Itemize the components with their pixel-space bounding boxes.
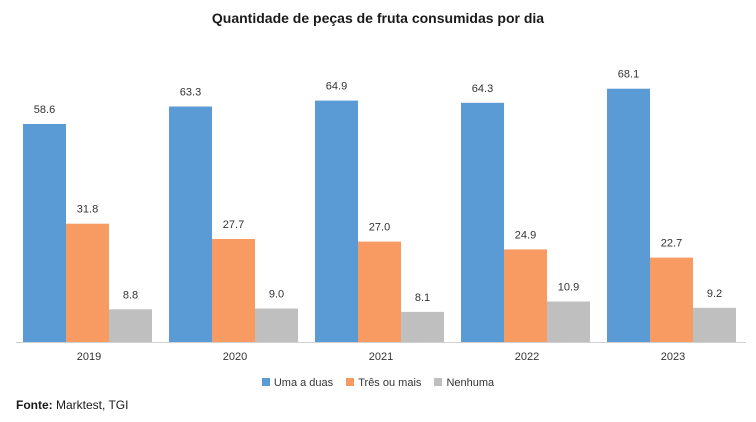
data-label-uma-a-duas-2022: 64.3 xyxy=(472,83,493,95)
bar-uma-a-duas-2019 xyxy=(23,124,66,342)
x-tick-label-2019: 2019 xyxy=(77,351,101,363)
bar-uma-a-duas-2023 xyxy=(607,88,650,342)
source-text: Marktest, TGI xyxy=(56,398,129,412)
x-tick-label-2022: 2022 xyxy=(515,351,539,363)
legend-item-nenhuma: Nenhuma xyxy=(434,377,494,389)
legend-swatch-nenhuma xyxy=(434,378,443,386)
bar-nenhuma-2019 xyxy=(109,309,152,342)
chart-title: Quantidade de peças de fruta consumidas … xyxy=(211,10,545,26)
bar-nenhuma-2020 xyxy=(255,308,298,342)
data-label-nenhuma-2023: 9.2 xyxy=(707,288,722,300)
data-label-tres-ou-mais-2019: 31.8 xyxy=(77,204,98,216)
data-label-tres-ou-mais-2021: 27.0 xyxy=(369,222,390,234)
data-label-uma-a-duas-2021: 64.9 xyxy=(326,81,347,93)
legend: Uma a duas Três ou mais Nenhuma xyxy=(0,377,756,389)
legend-item-uma-a-duas: Uma a duas xyxy=(261,377,334,389)
data-label-uma-a-duas-2019: 58.6 xyxy=(34,104,55,116)
legend-label-nenhuma: Nenhuma xyxy=(446,377,495,389)
bar-nenhuma-2023 xyxy=(693,307,736,342)
data-label-uma-a-duas-2020: 63.3 xyxy=(180,87,201,99)
bar-tres-ou-mais-2020 xyxy=(212,239,255,342)
data-label-nenhuma-2019: 8.8 xyxy=(123,289,138,301)
legend-swatch-tres-ou-mais xyxy=(346,378,355,386)
bar-tres-ou-mais-2021 xyxy=(358,241,401,342)
data-label-tres-ou-mais-2020: 27.7 xyxy=(223,219,244,231)
source-label: Fonte: xyxy=(16,398,53,412)
x-tick-label-2023: 2023 xyxy=(661,351,685,363)
legend-label-tres-ou-mais: Três ou mais xyxy=(358,377,422,389)
data-label-uma-a-duas-2023: 68.1 xyxy=(618,69,639,81)
data-label-tres-ou-mais-2023: 22.7 xyxy=(661,238,682,250)
bar-nenhuma-2021 xyxy=(401,311,444,342)
bar-uma-a-duas-2022 xyxy=(461,102,504,342)
x-tick-label-2021: 2021 xyxy=(369,351,393,363)
data-label-nenhuma-2022: 10.9 xyxy=(558,282,579,294)
bar-nenhuma-2022 xyxy=(547,301,590,342)
bar-tres-ou-mais-2023 xyxy=(650,257,693,342)
data-label-nenhuma-2020: 9.0 xyxy=(269,289,284,301)
legend-swatch-uma-a-duas xyxy=(261,378,270,386)
x-tick-label-2020: 2020 xyxy=(223,351,247,363)
bar-tres-ou-mais-2019 xyxy=(66,223,109,342)
legend-label-uma-a-duas: Uma a duas xyxy=(273,377,334,389)
legend-item-tres-ou-mais: Três ou mais xyxy=(346,377,421,389)
bar-uma-a-duas-2021 xyxy=(315,100,358,342)
data-label-nenhuma-2021: 8.1 xyxy=(415,292,430,304)
bar-tres-ou-mais-2022 xyxy=(504,249,547,342)
bar-uma-a-duas-2020 xyxy=(169,106,212,342)
data-label-tres-ou-mais-2022: 24.9 xyxy=(515,229,536,241)
source-note: Fonte: Marktest, TGI xyxy=(16,398,128,412)
